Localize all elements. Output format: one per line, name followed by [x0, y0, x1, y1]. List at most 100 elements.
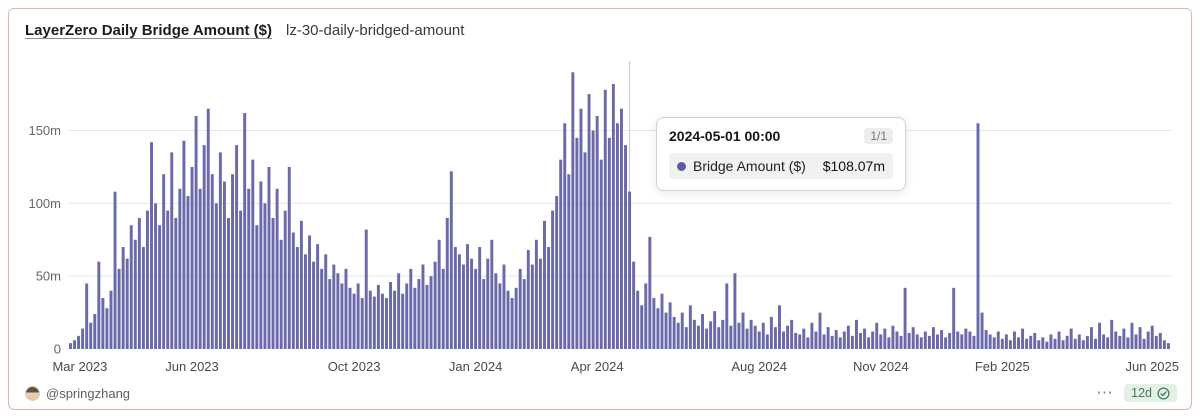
bar[interactable] [299, 220, 303, 349]
bar[interactable] [474, 268, 478, 349]
bar[interactable] [790, 319, 794, 349]
bar[interactable] [1017, 337, 1020, 349]
bar[interactable] [336, 273, 340, 349]
bar[interactable] [709, 321, 713, 349]
bar[interactable] [178, 188, 182, 349]
bar[interactable] [502, 264, 506, 349]
bar[interactable] [145, 210, 149, 349]
bar[interactable] [1118, 335, 1122, 349]
bar[interactable] [745, 328, 749, 349]
bar[interactable] [1045, 341, 1049, 349]
bar[interactable] [688, 305, 692, 349]
bar[interactable] [166, 210, 170, 349]
bar[interactable] [701, 314, 704, 349]
bar[interactable] [1008, 340, 1012, 349]
bar[interactable] [769, 316, 773, 349]
bar[interactable] [121, 247, 125, 349]
bar[interactable] [133, 239, 137, 349]
bar[interactable] [644, 283, 648, 349]
bar[interactable] [445, 217, 449, 349]
bar[interactable] [69, 343, 72, 349]
bar[interactable] [316, 244, 320, 349]
bar[interactable] [871, 331, 875, 349]
bar[interactable] [603, 89, 607, 349]
bar[interactable] [320, 268, 324, 349]
bar[interactable] [911, 327, 915, 349]
bar[interactable] [170, 152, 174, 349]
bar[interactable] [332, 264, 336, 349]
bar[interactable] [899, 335, 903, 349]
bar[interactable] [1089, 327, 1093, 349]
bar[interactable] [842, 331, 846, 349]
bar[interactable] [1085, 335, 1089, 349]
bar[interactable] [1114, 331, 1118, 349]
more-options-button[interactable]: ⋯ [1096, 383, 1115, 402]
bar[interactable] [859, 332, 862, 349]
bar[interactable] [235, 145, 239, 349]
bar[interactable] [89, 322, 93, 349]
bar[interactable] [972, 335, 976, 349]
bar[interactable] [887, 337, 891, 349]
chart-plot[interactable]: 0 50m 100m 150m Mar 2023 Jun 2023 Oct 2023 Jan … [23, 53, 1179, 383]
bar[interactable] [786, 325, 790, 349]
bar[interactable] [567, 174, 571, 349]
bar[interactable] [818, 312, 822, 349]
bar[interactable] [838, 337, 842, 349]
bar[interactable] [308, 235, 311, 349]
bar[interactable] [773, 327, 777, 349]
bar[interactable] [218, 152, 222, 349]
bar[interactable] [810, 322, 814, 349]
bar[interactable] [761, 322, 765, 349]
bar[interactable] [968, 331, 972, 349]
bar[interactable] [749, 319, 753, 349]
bar[interactable] [417, 279, 421, 349]
bar[interactable] [1142, 338, 1146, 349]
bar[interactable] [964, 328, 968, 349]
bar[interactable] [1154, 335, 1158, 349]
bar[interactable] [741, 312, 745, 349]
bar[interactable] [802, 328, 806, 349]
bar[interactable] [210, 174, 214, 349]
bar[interactable] [231, 174, 235, 349]
bar[interactable] [1081, 340, 1085, 349]
bar[interactable] [705, 328, 709, 349]
bar[interactable] [996, 331, 1000, 349]
bar[interactable] [73, 340, 76, 349]
bar[interactable] [433, 261, 437, 349]
bar[interactable] [1166, 343, 1170, 349]
bar[interactable] [940, 330, 944, 349]
bar[interactable] [522, 279, 526, 349]
bar[interactable] [676, 322, 680, 349]
bar[interactable] [198, 188, 202, 349]
bar[interactable] [782, 331, 786, 349]
bar[interactable] [660, 293, 664, 349]
bar[interactable] [595, 115, 599, 349]
bar[interactable] [182, 140, 186, 349]
bar[interactable] [259, 181, 263, 349]
bar[interactable] [137, 217, 141, 349]
bar[interactable] [725, 283, 729, 349]
bar[interactable] [530, 264, 534, 349]
bar[interactable] [798, 334, 802, 349]
bar[interactable] [514, 287, 518, 349]
bar[interactable] [360, 298, 364, 349]
bar[interactable] [518, 268, 522, 349]
bar[interactable] [449, 171, 453, 349]
bar[interactable] [1000, 338, 1004, 349]
bar[interactable] [684, 327, 688, 349]
bar[interactable] [1037, 340, 1041, 349]
bar[interactable] [429, 276, 433, 349]
bar[interactable] [389, 282, 393, 349]
bar[interactable] [486, 258, 490, 349]
bar[interactable] [202, 145, 206, 349]
bar[interactable] [814, 331, 818, 349]
bar[interactable] [668, 302, 672, 349]
bar[interactable] [255, 225, 259, 349]
bar[interactable] [713, 311, 717, 349]
bar[interactable] [867, 337, 871, 349]
bar[interactable] [903, 287, 907, 349]
bar[interactable] [822, 334, 826, 349]
bar[interactable] [291, 232, 295, 349]
bar[interactable] [243, 113, 247, 349]
bar[interactable] [907, 332, 911, 349]
